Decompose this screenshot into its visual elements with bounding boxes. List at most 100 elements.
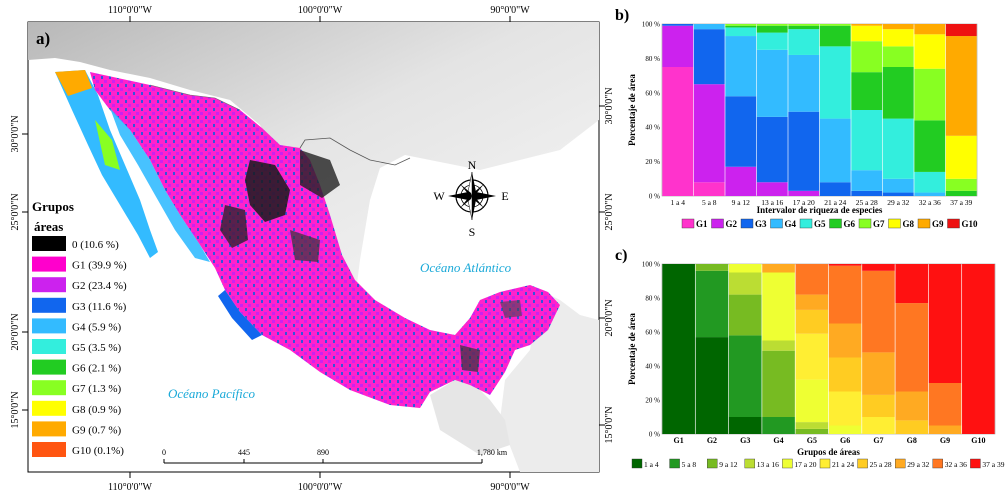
legend-swatch: [32, 380, 66, 396]
bar-segment: [882, 67, 914, 119]
bar-segment: [945, 178, 977, 191]
legend-label: 1 a 4: [644, 460, 659, 469]
x-tick-label: G7: [873, 436, 883, 445]
bar-segment: [882, 29, 914, 47]
bar-segment: [788, 29, 820, 55]
legend-swatch: [32, 256, 66, 272]
bar-segment: [945, 24, 977, 37]
bar-segment: [851, 41, 883, 73]
legend-label: G6 (2.1 %): [72, 363, 122, 375]
panel-label-a: a): [36, 29, 50, 48]
x-tick-label: 25 a 28: [856, 198, 878, 207]
bar-segment: [762, 350, 795, 417]
bar-segment: [695, 264, 729, 271]
bar-segment: [945, 190, 977, 196]
bar-segment: [762, 417, 795, 434]
bar-segment: [828, 357, 862, 392]
bar-segment: [725, 166, 757, 196]
bar-segment: [728, 264, 762, 273]
top-lon-label: 90°0'0"W: [490, 5, 530, 16]
legend-label: G5 (3.5 %): [72, 342, 122, 354]
bar-segment: [828, 425, 862, 434]
legend-label: G7 (1.3 %): [72, 383, 122, 395]
x-axis-label: Grupos de áreas: [797, 447, 860, 457]
bar-segment: [795, 333, 829, 380]
bar-segment: [882, 192, 914, 196]
bar-segment: [914, 120, 946, 172]
x-tick-label: G5: [807, 436, 817, 445]
x-tick-label: 29 a 32: [887, 198, 909, 207]
bar-segment: [756, 182, 788, 196]
legend-swatch: [681, 218, 695, 229]
x-tick-label: G10: [971, 436, 985, 445]
legend-label: G2 (23.4 %): [72, 280, 127, 292]
ocean-atlantic-label: Océano Atlántico: [420, 260, 512, 275]
bar-segment: [756, 24, 788, 26]
legend-swatch: [669, 458, 680, 469]
y-tick-label: 100 %: [642, 21, 660, 29]
y-tick-label: 80 %: [645, 295, 660, 303]
bar-segment: [819, 24, 851, 26]
bar-segment: [725, 36, 757, 97]
right-lat-label: 25°0'0"N: [604, 193, 615, 230]
legend-swatch: [770, 218, 783, 229]
bar-segment: [795, 294, 829, 310]
scale-tick: 0: [162, 448, 166, 457]
bar-segment: [895, 420, 929, 434]
bar-segment: [693, 24, 725, 30]
x-tick-label: 9 a 12: [732, 198, 751, 207]
legend-label: 21 a 24: [832, 460, 854, 469]
x-tick-label: 17 a 20: [793, 198, 815, 207]
x-tick-label: G4: [773, 436, 783, 445]
panel-label: c): [615, 247, 627, 264]
scale-tick: 1,780 km: [477, 448, 508, 457]
legend-swatch: [857, 458, 868, 469]
legend-label: 25 a 28: [870, 460, 892, 469]
bar-segment: [795, 264, 829, 295]
legend-swatch: [706, 458, 718, 469]
bar-segment: [851, 24, 883, 26]
panel-label: b): [615, 7, 629, 24]
bar-segment: [882, 118, 914, 179]
legend-label: 17 a 20: [794, 460, 816, 469]
bar-segment: [756, 25, 788, 33]
legend-swatch: [631, 458, 643, 469]
bar-segment: [828, 264, 862, 266]
chart-b: b) 1 a 4 5 a 8 9 a 12 13 a 16 17 a 20 21 a 24 2…: [615, 0, 1008, 246]
central-america-land: [500, 290, 599, 472]
legend-swatch: [32, 442, 66, 457]
bar-segment: [819, 182, 851, 196]
scale-bar: 0 445 890 1,780 km: [162, 448, 508, 464]
bar-segment: [693, 182, 725, 196]
bar-segment: [882, 178, 914, 193]
bar-segment: [851, 170, 883, 191]
y-tick-label: 60 %: [645, 89, 660, 97]
chart-c-svg: c) G1 G2 G3 G4 G5 G6 G7 G8 G9 G10 0 % 20 % 40 % 60 % 80…: [615, 247, 1005, 469]
bar-segment: [895, 264, 929, 304]
legend-swatch: [932, 458, 943, 469]
bar-segment: [725, 27, 757, 37]
compass-n: N: [468, 158, 477, 172]
compass-s: S: [469, 225, 476, 239]
bar-segment: [756, 116, 788, 183]
legend-label: G2: [726, 219, 738, 229]
legend-label: G4: [785, 219, 797, 229]
bottom-lon-label: 110°0'0"W: [108, 482, 153, 493]
bar-segment: [828, 323, 862, 358]
x-tick-label: 21 a 24: [824, 198, 846, 207]
bar-segment: [851, 110, 883, 171]
x-tick-label: G6: [840, 436, 850, 445]
legend-swatch: [32, 400, 66, 416]
compass-w: W: [433, 189, 445, 203]
legend-label: G5: [814, 219, 826, 229]
legend-label: 37 a 39: [982, 460, 1004, 469]
legend-label: G3 (11.6 %): [72, 301, 127, 313]
y-tick-label: 40 %: [645, 363, 660, 371]
legend-swatch: [888, 218, 901, 229]
legend-label: 29 a 32: [907, 460, 929, 469]
x-axis-label: Intervalor de riqueza de especies: [757, 205, 883, 215]
bar-segment: [819, 46, 851, 119]
bar-segment: [762, 340, 795, 351]
scale-tick: 445: [238, 448, 250, 457]
bar-segment: [819, 118, 851, 183]
